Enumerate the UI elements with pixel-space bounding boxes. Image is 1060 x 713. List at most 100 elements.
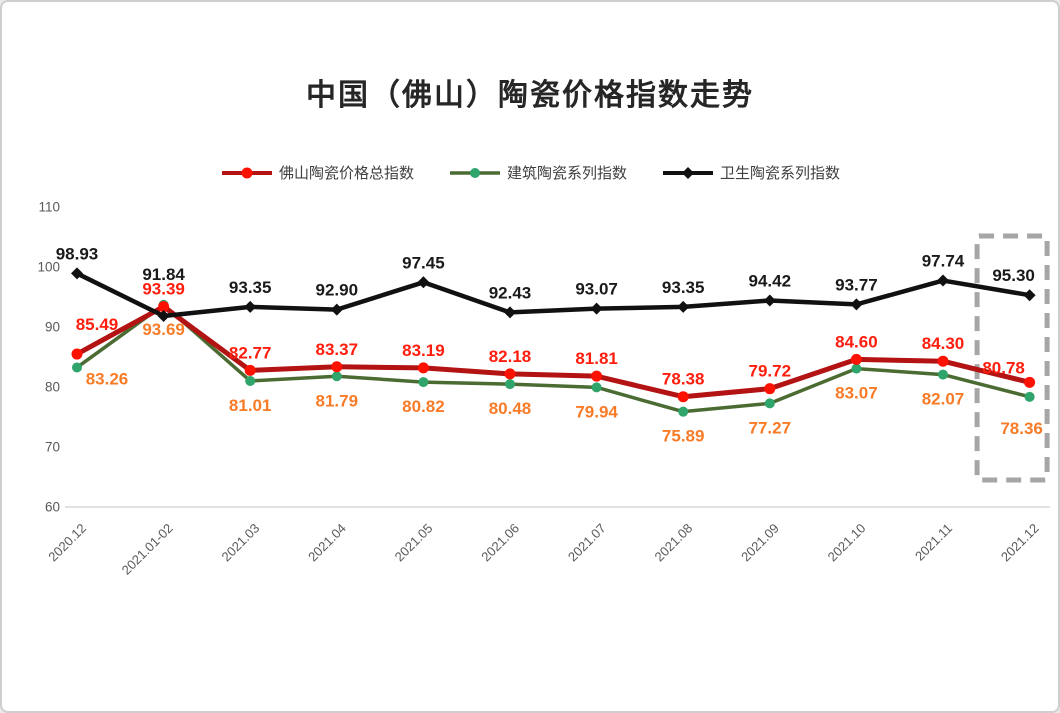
data-point-marker: [244, 300, 257, 313]
data-point-label: 93.69: [142, 320, 185, 339]
x-axis-label: 2021.11: [912, 521, 955, 564]
data-point-label: 83.19: [402, 341, 445, 360]
data-point-label: 82.77: [229, 343, 272, 362]
data-point-marker: [244, 364, 256, 376]
data-point-label: 78.36: [1000, 419, 1043, 438]
data-point-marker: [937, 274, 949, 287]
data-point-marker: [591, 382, 602, 393]
data-point-marker: [851, 363, 862, 374]
data-point-label: 83.26: [86, 369, 129, 388]
data-point-label: 83.07: [835, 384, 878, 403]
data-point-marker: [504, 368, 516, 380]
data-point-label: 98.93: [56, 244, 99, 263]
data-point-label: 93.77: [835, 275, 878, 294]
x-axis-label: 2021.10: [825, 521, 869, 565]
black-line-diamond-marker-icon: [663, 166, 713, 179]
legend-item-building-ceramic-index: 建筑陶瓷系列指数: [448, 162, 627, 183]
data-point-marker: [677, 391, 689, 403]
x-axis-label: 2021.08: [651, 521, 695, 565]
data-point-label: 80.48: [489, 399, 532, 418]
data-point-label: 93.07: [575, 280, 618, 299]
data-point-label: 79.94: [575, 402, 618, 421]
y-tick-label: 110: [38, 200, 60, 215]
data-point-marker: [677, 300, 690, 313]
data-point-marker: [763, 294, 776, 307]
data-point-label: 78.38: [662, 370, 705, 389]
data-point-label: 93.35: [662, 278, 705, 297]
data-point-label: 77.27: [749, 418, 792, 437]
data-point-marker: [1023, 289, 1036, 302]
data-point-marker: [590, 302, 603, 315]
y-tick-label: 100: [37, 260, 60, 275]
x-axis-label: 2021.12: [998, 521, 1042, 565]
x-axis-label: 2021.05: [392, 521, 436, 565]
data-point-marker: [418, 377, 429, 388]
legend-label: 佛山陶瓷价格总指数: [278, 165, 414, 182]
data-point-marker: [331, 361, 343, 373]
data-point-marker: [504, 306, 516, 319]
data-point-label: 83.37: [316, 340, 359, 359]
data-point-label: 80.78: [982, 358, 1025, 377]
data-point-marker: [417, 276, 430, 289]
legend: 佛山陶瓷价格总指数 建筑陶瓷系列指数 卫生陶瓷系列指数: [2, 162, 1058, 183]
data-point-label: 82.18: [489, 347, 532, 366]
data-point-marker: [678, 406, 689, 417]
data-point-marker: [938, 369, 948, 380]
red-line-circle-marker-icon: [221, 167, 272, 178]
data-point-marker: [1024, 376, 1036, 388]
legend-label: 建筑陶瓷系列指数: [506, 165, 627, 182]
data-point-marker: [764, 398, 775, 409]
data-point-label: 80.82: [402, 397, 445, 416]
legend-item-foshan-total-index: 佛山陶瓷价格总指数: [220, 162, 414, 183]
highlight-box: [974, 233, 1050, 483]
x-axis-label: 2020.12: [45, 521, 89, 565]
data-point-marker: [72, 362, 82, 373]
data-point-label: 81.79: [316, 391, 359, 410]
data-point-label: 93.35: [229, 278, 272, 297]
series-line: [74, 271, 1032, 319]
x-axis-label: 2021.09: [738, 521, 782, 565]
green-line-circle-marker-icon: [449, 167, 500, 178]
x-axis-label: 2021.01-02: [119, 521, 176, 578]
y-tick-label: 60: [45, 500, 60, 515]
chart-title: 中国（佛山）陶瓷价格指数走势: [306, 79, 754, 112]
y-tick-label: 90: [45, 320, 60, 335]
data-point-marker: [71, 267, 83, 280]
data-point-label: 92.90: [316, 281, 359, 300]
y-tick-label: 70: [45, 440, 60, 455]
data-point-label: 93.39: [142, 280, 185, 299]
data-point-label: 75.89: [662, 427, 705, 446]
data-point-label: 81.81: [575, 349, 618, 368]
data-point-marker: [505, 379, 515, 390]
data-point-marker: [1024, 391, 1035, 402]
data-point-marker: [850, 298, 863, 311]
data-point-marker: [330, 303, 343, 316]
data-point-marker: [245, 375, 256, 386]
data-point-label: 97.45: [402, 253, 445, 272]
x-axis-label: 2021.03: [218, 521, 262, 565]
data-point-label: 85.49: [76, 315, 119, 334]
data-point-label: 81.01: [229, 396, 272, 415]
x-axis-label: 2021.06: [478, 521, 522, 565]
data-point-marker: [764, 383, 776, 395]
data-point-label: 91.84: [142, 265, 185, 284]
x-axis-label: 2021.04: [305, 521, 349, 565]
data-point-label: 84.60: [835, 332, 878, 351]
data-point-marker: [591, 370, 603, 382]
data-point-marker: [331, 371, 342, 382]
data-point-label: 84.30: [922, 334, 965, 353]
y-tick-label: 80: [45, 380, 60, 395]
x-axis-label: 2021.07: [565, 521, 609, 565]
data-point-marker: [937, 355, 949, 367]
data-point-marker: [850, 353, 862, 365]
data-point-marker: [157, 309, 170, 322]
data-point-label: 97.74: [922, 252, 965, 271]
data-point-label: 94.42: [749, 271, 792, 290]
data-point-marker: [71, 348, 83, 360]
legend-label: 卫生陶瓷系列指数: [720, 165, 841, 182]
data-point-label: 82.07: [922, 390, 965, 409]
data-point-label: 95.30: [992, 266, 1035, 285]
data-point-label: 92.43: [489, 283, 532, 302]
